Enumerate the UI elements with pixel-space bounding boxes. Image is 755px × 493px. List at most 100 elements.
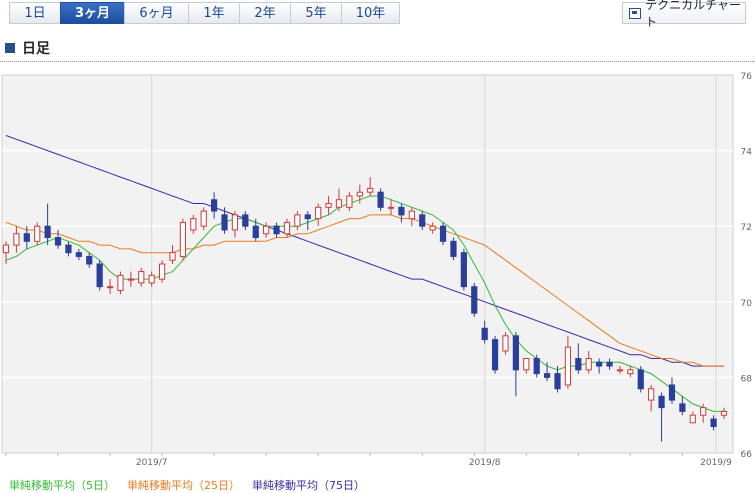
candle-body [86, 255, 93, 265]
candle-body [283, 221, 291, 235]
candle-body [544, 373, 551, 378]
candle-body [346, 195, 353, 208]
candle-body [408, 210, 415, 220]
candle-body [512, 335, 519, 371]
technical-chart-button[interactable]: テクニカルチャート [622, 0, 746, 29]
candle-body [648, 388, 655, 401]
candle-body [158, 263, 166, 280]
y-tick-label: 74 [741, 148, 753, 158]
candle-body [377, 191, 384, 208]
candle-body [606, 361, 613, 367]
candle-body [637, 369, 644, 390]
candle-body [429, 225, 436, 231]
candle-body [65, 244, 72, 254]
x-tick-label: 2019/9 [700, 458, 732, 468]
candle-body [75, 252, 82, 257]
candle-body [523, 358, 530, 371]
candle-body [34, 225, 41, 242]
candle-body [179, 221, 187, 257]
candle-body [200, 210, 207, 227]
section-header: 日足 [5, 38, 50, 58]
ma5-line [5, 195, 724, 412]
candle-body [252, 225, 259, 239]
ma75-line [5, 135, 724, 367]
candle-body [533, 358, 540, 375]
candle-body [460, 252, 467, 288]
square-bullet-icon [5, 43, 15, 53]
candle-body [304, 214, 311, 220]
candle-body [294, 214, 301, 227]
candle-body [190, 218, 197, 231]
section-divider [0, 61, 755, 62]
candle-body [325, 203, 332, 208]
candle-body [44, 225, 51, 239]
tab-5y[interactable]: 5年 [290, 2, 341, 24]
candle-body [679, 403, 686, 412]
candle-body [138, 271, 145, 284]
candle-body [54, 237, 62, 246]
candle-body [367, 187, 374, 193]
legend-ma5: 単純移動平均（5日） [9, 479, 115, 492]
y-tick-label: 70 [741, 299, 753, 309]
tab-10y[interactable]: 10年 [341, 2, 400, 24]
candle-body [450, 240, 457, 257]
candle-body [689, 414, 696, 424]
candle-body [502, 335, 509, 352]
candle-body [720, 410, 728, 416]
tab-6m[interactable]: 6ヶ月 [124, 2, 188, 24]
candle-body [117, 274, 124, 291]
candle-body [23, 233, 30, 242]
candle-body [554, 373, 561, 390]
y-tick-label: 76 [741, 72, 753, 82]
tab-3m[interactable]: 3ヶ月 [60, 2, 124, 24]
technical-chart-label: テクニカルチャート [645, 0, 742, 29]
candle-body [491, 339, 499, 371]
candle-body [668, 384, 676, 401]
candle-body [658, 395, 665, 409]
y-tick-label: 68 [741, 374, 753, 384]
candle-body [710, 418, 717, 428]
candle-body [211, 199, 218, 212]
candle-body [127, 278, 134, 281]
candle-body [148, 274, 155, 284]
candle-body [616, 369, 624, 372]
y-tick-label: 72 [741, 223, 752, 233]
y-tick-label: 66 [741, 450, 753, 460]
candle-body [596, 361, 603, 367]
tab-2y[interactable]: 2年 [239, 2, 290, 24]
candle-body [419, 214, 426, 227]
candle-body [439, 225, 447, 242]
candle-body [356, 191, 363, 197]
candle-body [263, 225, 270, 235]
tab-1y[interactable]: 1年 [188, 2, 239, 24]
section-title: 日足 [22, 41, 50, 57]
candle-body [13, 233, 20, 246]
chart-legend: 単純移動平均（5日） 単純移動平均（25日） 単純移動平均（75日） [9, 477, 365, 493]
window-icon [629, 7, 642, 19]
candle-body [106, 286, 114, 289]
candle-body [564, 346, 572, 386]
candle-body [315, 206, 322, 220]
x-tick-label: 2019/8 [469, 458, 501, 468]
candle-body [585, 358, 592, 371]
candle-body [700, 407, 707, 416]
candle-body [387, 206, 395, 209]
legend-ma75: 単純移動平均（75日） [252, 479, 365, 492]
candle-body [169, 252, 176, 261]
candle-body [242, 214, 249, 227]
candle-body [398, 206, 405, 216]
candle-body [231, 214, 239, 231]
tab-1d[interactable]: 1日 [9, 2, 60, 24]
candle-body [471, 286, 478, 314]
candle-body [481, 327, 488, 341]
candle-body [627, 369, 634, 375]
ma25-line [5, 214, 724, 367]
candle-body [273, 225, 280, 235]
plot-area [1, 74, 734, 454]
legend-ma25: 単純移動平均（25日） [127, 479, 240, 492]
candle-body [221, 214, 228, 231]
candle-body [2, 244, 10, 254]
candle-body [96, 263, 103, 288]
period-tabs: 1日 3ヶ月 6ヶ月 1年 2年 5年 10年 [9, 2, 400, 24]
x-tick-label: 2019/7 [136, 458, 168, 468]
